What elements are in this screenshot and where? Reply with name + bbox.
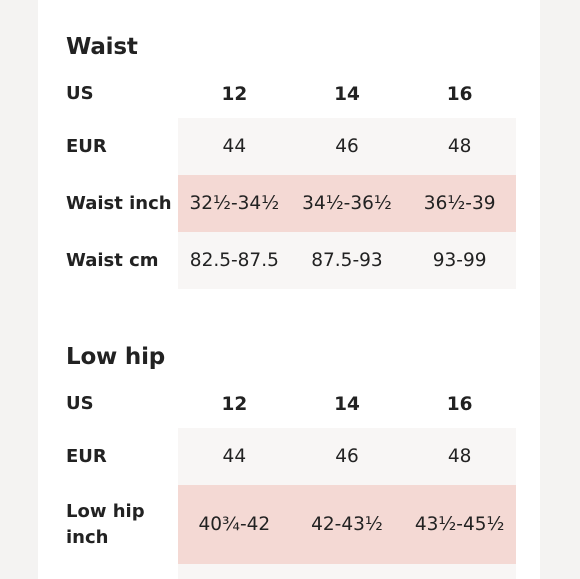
waist-eur-label: EUR [66,135,107,157]
low-hip-section-title: Low hip [66,344,166,370]
waist-inch-cell: 36½-39 [423,193,496,214]
waist-inch-row: Waist inch 32½-34½ 34½-36½ 36½-39 [38,175,540,232]
low-hip-inch-cell: 43½-45½ [414,514,505,535]
waist-us-row: US 12 14 16 [38,74,540,114]
waist-eur-cell: 46 [335,136,359,157]
low-hip-us-cell: 12 [221,393,248,415]
waist-us-label: US [66,83,94,104]
waist-cm-cell: 82.5-87.5 [189,250,279,271]
low-hip-us-cell: 14 [334,393,360,415]
waist-inch-label: Waist inch [66,192,172,214]
low-hip-us-row: US 12 14 16 [38,384,540,424]
waist-cm-cell: 87.5-93 [311,250,383,271]
low-hip-eur-row: EUR 44 46 48 [38,428,540,485]
low-hip-us-cell: 16 [446,393,473,415]
size-chart-card: Waist US 12 14 16 EUR 44 46 48 Waist inc… [38,0,540,579]
low-hip-inch-label-line1: Low hip [66,500,145,522]
low-hip-inch-label: Low hip inch [66,485,145,564]
low-hip-inch-cell: 40¾-42 [198,514,271,535]
low-hip-eur-cell: 48 [447,446,472,467]
waist-section-title: Waist [66,34,138,60]
waist-eur-row: EUR 44 46 48 [38,118,540,175]
low-hip-eur-cell: 46 [335,446,359,467]
waist-eur-cell: 48 [447,136,472,157]
low-hip-inch-label-line2: inch [66,526,109,548]
waist-eur-cell: 44 [222,136,247,157]
low-hip-eur-cell: 44 [222,446,247,467]
waist-inch-cell: 34½-36½ [302,193,392,214]
waist-us-cell: 16 [446,83,473,105]
low-hip-inch-row: Low hip inch 40¾-42 42-43½ 43½-45½ [38,485,540,564]
low-hip-next-row [38,564,540,579]
waist-cm-label: Waist cm [66,249,159,271]
waist-us-cell: 12 [221,83,248,105]
low-hip-inch-cell: 42-43½ [311,514,383,535]
waist-cm-row: Waist cm 82.5-87.5 87.5-93 93-99 [38,232,540,289]
low-hip-eur-label: EUR [66,445,107,467]
waist-inch-cell: 32½-34½ [189,193,280,214]
low-hip-us-label: US [66,393,94,414]
waist-us-cell: 14 [334,83,360,105]
waist-cm-cell: 93-99 [432,250,487,271]
